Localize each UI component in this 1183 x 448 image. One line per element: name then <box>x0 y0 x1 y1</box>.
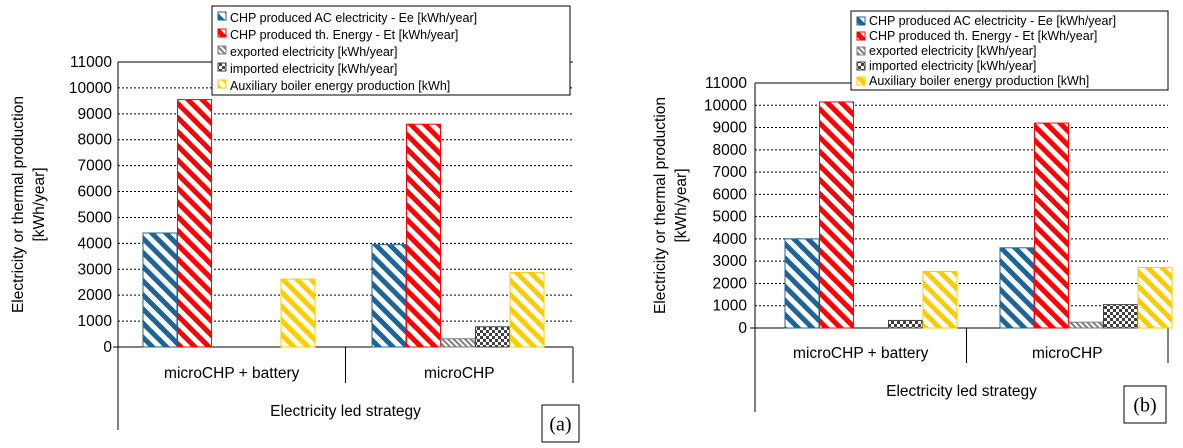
bar-3-1 <box>475 326 510 348</box>
bar-4-1 <box>509 271 545 348</box>
y-tick-label: 8000 <box>78 132 113 149</box>
y-tick-label: 2000 <box>78 287 113 304</box>
legend-swatch <box>217 45 227 55</box>
legend-swatch <box>856 61 866 71</box>
y-tick-label: 7000 <box>78 158 113 175</box>
chart-panel-a: 0 1000 2000 3000 4000 5000 6000 7000 8000 9000 100… <box>10 5 580 443</box>
legend-swatch <box>217 79 227 89</box>
bar-4-1 <box>1137 266 1173 329</box>
legend-entry: CHP produced th. Energy - Et [kWh/year] <box>869 29 1097 43</box>
legend-entry: Auxiliary boiler energy production [kWh] <box>869 74 1089 88</box>
y-tick-label: 0 <box>738 320 747 337</box>
y-tick-label: 3000 <box>713 253 748 270</box>
legend-box <box>850 10 1169 91</box>
bar-4-0 <box>280 278 316 348</box>
panel-tag: (a) <box>549 414 571 436</box>
bar-4-0 <box>922 270 958 329</box>
bar-1-0 <box>177 99 212 348</box>
panel-tag: (b) <box>1133 395 1156 417</box>
category-label: microCHP <box>1032 345 1103 362</box>
legend-swatch <box>217 28 227 38</box>
category-label: microCHP + battery <box>164 365 300 382</box>
y-tick-label: 1000 <box>78 313 113 330</box>
y-tick-label: 0 <box>103 339 112 356</box>
category-label: microCHP + battery <box>793 345 929 362</box>
y-tick-label: 10000 <box>704 97 747 114</box>
legend-swatch <box>856 46 866 56</box>
legend-entry: CHP produced th. Energy - Et [kWh/year] <box>230 28 458 42</box>
legend-swatch <box>217 11 227 21</box>
y-tick-label: 10000 <box>69 80 112 97</box>
legend-entry: exported electricity [kWh/year] <box>869 44 1036 58</box>
category-label: microCHP <box>424 365 495 382</box>
y-tick-label: 9000 <box>713 120 748 137</box>
legend-entry: exported electricity [kWh/year] <box>230 45 397 59</box>
x-axis-label: Electricity led strategy <box>270 403 421 420</box>
y-tick-label: 11000 <box>70 54 112 71</box>
bar-0-1 <box>371 244 407 348</box>
y-tick-label: 5000 <box>713 209 748 226</box>
legend-swatch <box>856 16 866 26</box>
y-tick-label: 5000 <box>78 209 113 226</box>
legend-swatch <box>856 76 866 86</box>
y-tick-label: 2000 <box>713 275 748 292</box>
y-tick-label: 4000 <box>78 235 113 252</box>
bar-0-0 <box>784 238 820 329</box>
chart-panel-b: 0 1000 2000 3000 4000 5000 6000 7000 8000 9000 100… <box>652 10 1173 424</box>
bar-3-0 <box>888 319 923 329</box>
legend-swatch <box>856 31 866 41</box>
y-tick-label: 7000 <box>713 164 748 181</box>
legend-box <box>211 5 571 96</box>
y-tick-label: 11000 <box>705 75 747 92</box>
legend-entry: imported electricity [kWh/year] <box>869 59 1036 73</box>
legend-entry: imported electricity [kWh/year] <box>230 62 397 76</box>
panel-tag-box <box>1123 385 1167 424</box>
panel-tag-box <box>541 404 580 443</box>
bar-3-1 <box>1103 304 1138 329</box>
bar-1-0 <box>819 101 854 329</box>
y-axis-label: Electricity or thermal production [kWh/ye… <box>10 96 48 313</box>
y-tick-label: 6000 <box>78 184 113 201</box>
bar-0-1 <box>999 247 1035 329</box>
legend-entry: CHP produced AC electricity - Ee [kWh/ye… <box>230 11 477 25</box>
y-tick-label: 1000 <box>713 298 748 315</box>
bar-1-1 <box>1034 122 1069 329</box>
legend-entry: Auxiliary boiler energy production [kWh] <box>230 79 450 93</box>
y-tick-label: 4000 <box>713 231 748 248</box>
y-tick-label: 9000 <box>78 106 113 123</box>
bar-1-1 <box>406 123 441 348</box>
legend-entry: CHP produced AC electricity - Ee [kWh/ye… <box>869 14 1116 28</box>
y-axis-label: Electricity or thermal production [kWh/ye… <box>652 97 690 314</box>
bar-0-0 <box>142 232 178 348</box>
bar-2-1 <box>1068 321 1104 329</box>
y-tick-label: 3000 <box>78 261 113 278</box>
y-tick-label: 6000 <box>713 186 748 203</box>
bar-2-1 <box>440 338 476 348</box>
y-tick-label: 8000 <box>713 142 748 159</box>
x-axis-label: Electricity led strategy <box>886 383 1037 400</box>
legend-swatch <box>217 62 227 72</box>
